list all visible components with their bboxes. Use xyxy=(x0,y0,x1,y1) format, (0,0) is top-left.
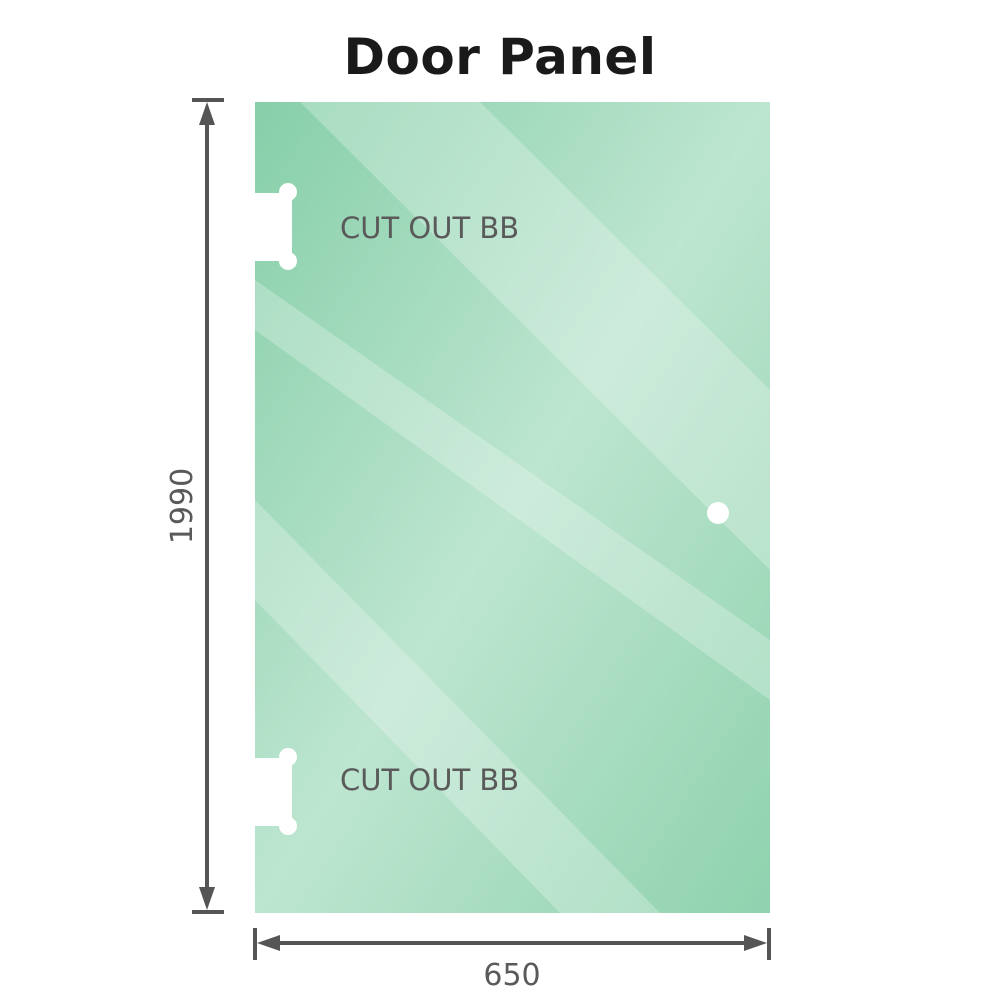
hinge-cutout-top xyxy=(250,183,297,270)
hinge-cutout-bottom xyxy=(250,748,297,835)
cutout-label-bottom: CUT OUT BB xyxy=(340,763,519,797)
width-dimension-label: 650 xyxy=(483,958,540,993)
width-dimension-line xyxy=(253,928,771,960)
diagram-title: Door Panel xyxy=(343,28,657,86)
glass-panel xyxy=(255,102,770,913)
cutout-label-top: CUT OUT BB xyxy=(340,211,519,245)
handle-hole xyxy=(707,502,729,524)
height-dimension-line xyxy=(192,98,224,914)
height-dimension-label: 1990 xyxy=(165,468,200,544)
